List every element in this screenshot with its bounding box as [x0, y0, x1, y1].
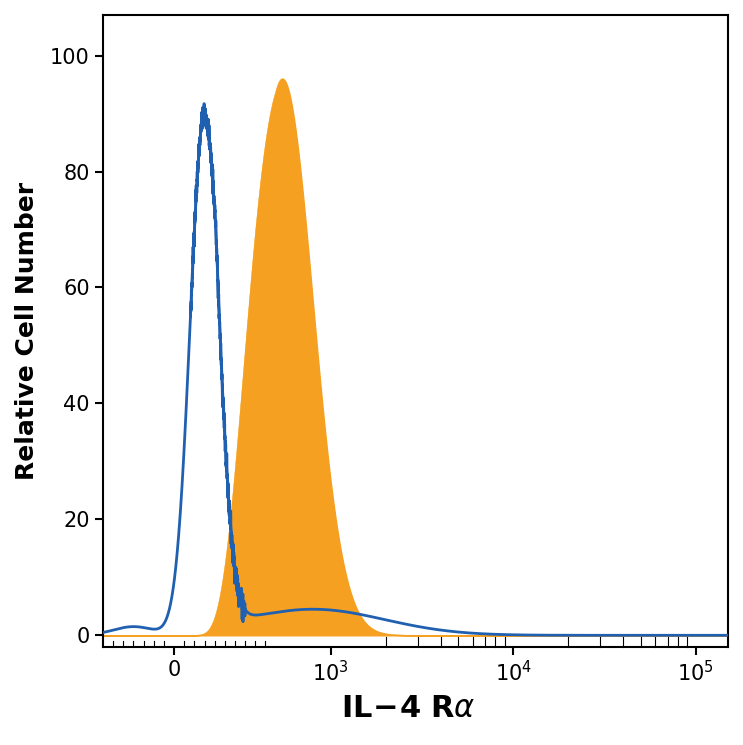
Y-axis label: Relative Cell Number: Relative Cell Number: [15, 182, 39, 480]
Text: $\bf{IL\!-\!4\ R}$$\alpha$: $\bf{IL\!-\!4\ R}$$\alpha$: [341, 694, 476, 723]
